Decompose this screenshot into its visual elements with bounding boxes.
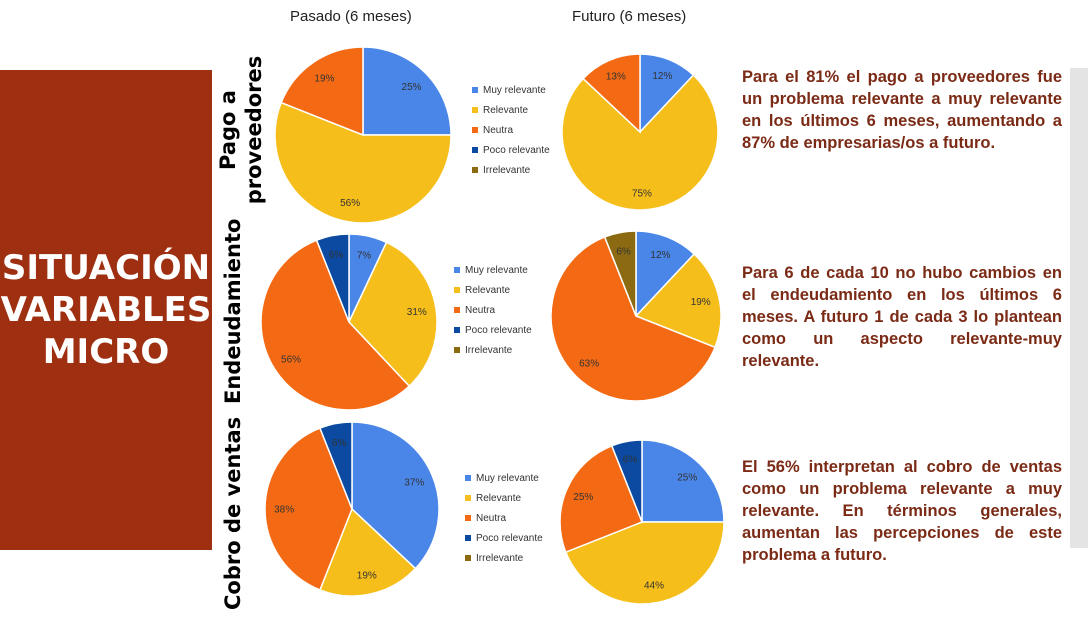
swatch-muy-relevante [454, 267, 460, 273]
legend-endeudamiento: Muy relevante Relevante Neutra Poco rele… [454, 260, 532, 360]
row-label-cobro: Cobro de ventas [221, 416, 245, 610]
pie-slice-muy-relevante [635, 230, 696, 318]
pie-slice-neutra [280, 46, 364, 137]
title-block: SITUACIÓN VARIABLES MICRO [0, 70, 212, 550]
pie-slice-muy-relevante [351, 421, 440, 570]
swatch-neutra [454, 307, 460, 313]
row-label-pago: Pago a proveedores [216, 55, 266, 205]
legend-item: Muy relevante [454, 260, 532, 280]
pie-slice-irrelevante [603, 230, 637, 317]
swatch-neutra [472, 127, 478, 133]
pie-data-label: 12% [652, 71, 672, 82]
pie-data-label: 7% [357, 251, 372, 262]
legend-item: Muy relevante [472, 80, 550, 100]
pie-data-label: 6% [623, 455, 638, 466]
pie-slice-muy-relevante [362, 46, 452, 136]
pie-data-label: 25% [677, 472, 697, 483]
pie-data-label: 25% [573, 492, 593, 503]
pie-data-label: 56% [281, 354, 301, 365]
pie-slice-neutra [264, 427, 353, 591]
pie-data-label: 19% [357, 571, 377, 582]
pie-data-label: 19% [314, 74, 334, 85]
pie-data-label: 38% [274, 505, 294, 516]
pie-data-label: 6% [332, 438, 347, 449]
pie-data-label: 31% [407, 307, 427, 318]
swatch-relevante [454, 287, 460, 293]
title-line-1: SITUACIÓN [1, 248, 211, 288]
description-endeudamiento: Para 6 de cada 10 no hubo cambios en el … [742, 264, 1062, 370]
swatch-irrelevante [472, 167, 478, 173]
legend-item: Relevante [465, 488, 543, 508]
pie-chart-cobro-futuro: 25% 44% 25% 6% [559, 439, 725, 605]
swatch-poco-relevante [472, 147, 478, 153]
legend-pago: Muy relevante Relevante Neutra Poco rele… [472, 80, 550, 180]
pie-chart-cobro-pasado: 37% 19% 38% 6% [264, 421, 440, 597]
pie-chart-endeudamiento-futuro: 12% 19% 63% 6% [550, 230, 722, 402]
swatch-poco-relevante [465, 535, 471, 541]
legend-item: Neutra [454, 300, 532, 320]
legend-item: Irrelevante [454, 340, 532, 360]
pie-slice-muy-relevante [641, 439, 725, 523]
swatch-relevante [465, 495, 471, 501]
pie-slice-neutra [559, 444, 643, 554]
pie-data-label: 19% [691, 297, 711, 308]
slide-title: SITUACIÓN VARIABLES MICRO [1, 247, 212, 373]
pie-slice-relevante [274, 101, 452, 224]
column-header-futuro: Futuro (6 meses) [572, 8, 687, 25]
swatch-neutra [465, 515, 471, 521]
pie-data-label: 75% [632, 188, 652, 199]
side-strip [1070, 68, 1088, 548]
legend-item: Muy relevante [465, 468, 543, 488]
swatch-muy-relevante [465, 475, 471, 481]
legend-item: Neutra [465, 508, 543, 528]
pie-data-label: 63% [579, 358, 599, 369]
pie-slice-neutra [550, 235, 717, 402]
legend-item: Irrelevante [465, 548, 543, 568]
pie-data-label: 25% [402, 82, 422, 93]
pie-slice-poco-relevante [318, 421, 353, 510]
description-cobro: El 56% interpretan al cobro de ventas co… [742, 458, 1062, 564]
pie-data-label: 12% [650, 250, 670, 261]
pie-data-label: 56% [340, 198, 360, 209]
title-line-3: MICRO [42, 332, 170, 372]
swatch-irrelevante [465, 555, 471, 561]
swatch-poco-relevante [454, 327, 460, 333]
pie-slice-relevante [561, 74, 719, 211]
pie-slice-relevante [564, 521, 725, 605]
pie-chart-pago-futuro: 12% 75% 13% [561, 53, 719, 211]
swatch-muy-relevante [472, 87, 478, 93]
title-line-2: VARIABLES [0, 290, 212, 330]
swatch-relevante [472, 107, 478, 113]
legend-item: Poco relevante [472, 140, 550, 160]
pie-chart-pago-pasado: 25% 56% 19% [274, 46, 452, 224]
legend-item: Poco relevante [454, 320, 532, 340]
pie-data-label: 6% [616, 246, 631, 257]
legend-item: Relevante [454, 280, 532, 300]
pie-slice-neutra [260, 239, 411, 411]
swatch-irrelevante [454, 347, 460, 353]
pie-slice-relevante [348, 241, 438, 388]
pie-slice-neutra [582, 53, 641, 134]
legend-item: Neutra [472, 120, 550, 140]
legend-item: Poco relevante [465, 528, 543, 548]
pie-data-label: 13% [606, 72, 626, 83]
row-label-endeudamiento: Endeudamiento [221, 218, 245, 404]
pie-slice-poco-relevante [610, 439, 643, 523]
legend-item: Irrelevante [472, 160, 550, 180]
legend-item: Relevante [472, 100, 550, 120]
column-header-pasado: Pasado (6 meses) [290, 8, 412, 25]
pie-chart-endeudamiento-pasado: 7% 31% 56% 6% [260, 233, 438, 411]
pie-data-label: 6% [329, 250, 344, 261]
legend-cobro: Muy relevante Relevante Neutra Poco rele… [465, 468, 543, 568]
pie-data-label: 44% [644, 580, 664, 591]
description-pago: Para el 81% el pago a proveedores fue un… [742, 68, 1062, 152]
pie-slice-poco-relevante [315, 233, 350, 323]
pie-data-label: 37% [404, 478, 424, 489]
